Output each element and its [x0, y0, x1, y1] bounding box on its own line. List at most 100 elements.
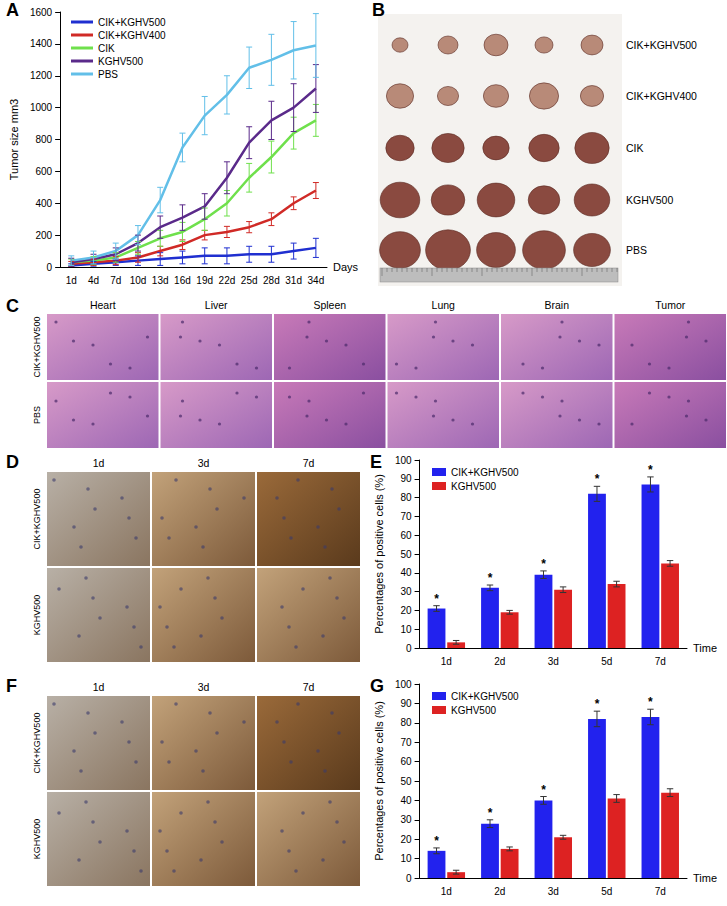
svg-text:1d: 1d — [93, 457, 105, 469]
svg-text:CIK+KGHV500: CIK+KGHV500 — [98, 17, 166, 28]
svg-text:CIK: CIK — [98, 43, 115, 54]
svg-text:10d: 10d — [130, 275, 147, 286]
svg-text:Time: Time — [693, 872, 717, 884]
svg-text:2d: 2d — [494, 656, 505, 667]
svg-text:60: 60 — [400, 756, 412, 767]
svg-text:3d: 3d — [198, 457, 210, 469]
svg-text:CIK+KGHV500: CIK+KGHV500 — [626, 39, 697, 51]
svg-text:600: 600 — [35, 166, 52, 177]
svg-text:4d: 4d — [88, 275, 99, 286]
svg-text:40: 40 — [400, 795, 412, 806]
svg-text:1600: 1600 — [30, 7, 53, 18]
svg-text:5d: 5d — [601, 656, 612, 667]
svg-text:50: 50 — [400, 549, 412, 560]
svg-text:1200: 1200 — [30, 70, 53, 81]
svg-text:5d: 5d — [601, 886, 612, 897]
svg-text:20: 20 — [400, 834, 412, 845]
svg-text:*: * — [541, 557, 546, 571]
svg-text:KGHV500: KGHV500 — [451, 705, 496, 716]
svg-text:16d: 16d — [174, 275, 191, 286]
svg-text:CIK+KGHV500: CIK+KGHV500 — [32, 317, 42, 378]
svg-text:*: * — [434, 592, 439, 606]
svg-text:22d: 22d — [219, 275, 236, 286]
svg-text:PBS: PBS — [626, 244, 647, 256]
svg-text:1400: 1400 — [30, 38, 53, 49]
svg-text:Spleen: Spleen — [313, 299, 346, 311]
svg-text:0: 0 — [406, 643, 412, 654]
svg-text:7d: 7d — [303, 681, 315, 693]
svg-text:25d: 25d — [241, 275, 258, 286]
svg-text:800: 800 — [35, 134, 52, 145]
svg-text:CIK+KGHV400: CIK+KGHV400 — [626, 90, 697, 102]
svg-text:CIK+KGHV500: CIK+KGHV500 — [451, 467, 519, 478]
svg-text:7d: 7d — [303, 457, 315, 469]
svg-text:CIK+KGHV400: CIK+KGHV400 — [98, 30, 166, 41]
svg-text:2d: 2d — [494, 886, 505, 897]
svg-text:100: 100 — [395, 455, 412, 466]
svg-text:60: 60 — [400, 530, 412, 541]
svg-text:KGHV500: KGHV500 — [32, 819, 42, 860]
svg-text:34d: 34d — [308, 275, 325, 286]
svg-text:KGHV500: KGHV500 — [626, 194, 673, 206]
svg-text:*: * — [595, 472, 600, 486]
svg-text:1d: 1d — [66, 275, 77, 286]
svg-text:*: * — [488, 806, 493, 820]
svg-text:*: * — [488, 571, 493, 585]
svg-text:Lung: Lung — [432, 299, 456, 311]
svg-text:Brain: Brain — [544, 299, 569, 311]
svg-text:CIK+KGHV500: CIK+KGHV500 — [32, 713, 42, 774]
svg-text:1000: 1000 — [30, 102, 53, 113]
svg-text:0: 0 — [406, 873, 412, 884]
svg-text:CIK: CIK — [626, 142, 644, 154]
svg-text:7d: 7d — [655, 886, 666, 897]
svg-text:3d: 3d — [548, 656, 559, 667]
svg-text:Liver: Liver — [205, 299, 228, 311]
svg-text:KGHV500: KGHV500 — [451, 481, 496, 492]
svg-text:Tumor: Tumor — [655, 299, 685, 311]
svg-text:400: 400 — [35, 198, 52, 209]
svg-text:10: 10 — [400, 624, 412, 635]
svg-text:KGHV500: KGHV500 — [98, 56, 143, 67]
svg-text:100: 100 — [395, 679, 412, 690]
svg-text:90: 90 — [400, 698, 412, 709]
svg-text:13d: 13d — [152, 275, 169, 286]
svg-text:90: 90 — [400, 473, 412, 484]
svg-text:1d: 1d — [93, 681, 105, 693]
svg-text:Percentages of positive cells: Percentages of positive cells (%) — [373, 701, 385, 861]
svg-text:1d: 1d — [441, 886, 452, 897]
svg-text:1d: 1d — [441, 656, 452, 667]
svg-text:7d: 7d — [110, 275, 121, 286]
svg-text:Time: Time — [693, 642, 717, 654]
svg-text:CIK+KGHV500: CIK+KGHV500 — [32, 489, 42, 550]
svg-text:Percentages of positive cells: Percentages of positive cells (%) — [373, 474, 385, 634]
svg-text:7d: 7d — [655, 656, 666, 667]
svg-text:Tumor size mm3: Tumor size mm3 — [8, 99, 20, 181]
svg-text:31d: 31d — [285, 275, 302, 286]
svg-text:70: 70 — [400, 737, 412, 748]
svg-text:*: * — [648, 695, 653, 709]
svg-text:30: 30 — [400, 814, 412, 825]
svg-text:200: 200 — [35, 230, 52, 241]
svg-text:Days: Days — [333, 261, 359, 273]
svg-text:*: * — [434, 834, 439, 848]
svg-text:28d: 28d — [263, 275, 280, 286]
svg-text:40: 40 — [400, 567, 412, 578]
svg-text:50: 50 — [400, 776, 412, 787]
svg-text:20: 20 — [400, 605, 412, 616]
svg-text:CIK+KGHV500: CIK+KGHV500 — [451, 691, 519, 702]
svg-text:30: 30 — [400, 586, 412, 597]
svg-text:0: 0 — [47, 262, 53, 273]
svg-text:80: 80 — [400, 492, 412, 503]
svg-text:3d: 3d — [198, 681, 210, 693]
svg-text:3d: 3d — [548, 886, 559, 897]
svg-text:70: 70 — [400, 511, 412, 522]
svg-text:Heart: Heart — [90, 299, 116, 311]
svg-text:KGHV500: KGHV500 — [32, 595, 42, 636]
svg-text:19d: 19d — [196, 275, 213, 286]
svg-text:80: 80 — [400, 717, 412, 728]
svg-text:10: 10 — [400, 853, 412, 864]
svg-text:*: * — [648, 463, 653, 477]
svg-text:PBS: PBS — [32, 406, 42, 424]
svg-text:*: * — [595, 697, 600, 711]
svg-text:PBS: PBS — [98, 69, 118, 80]
